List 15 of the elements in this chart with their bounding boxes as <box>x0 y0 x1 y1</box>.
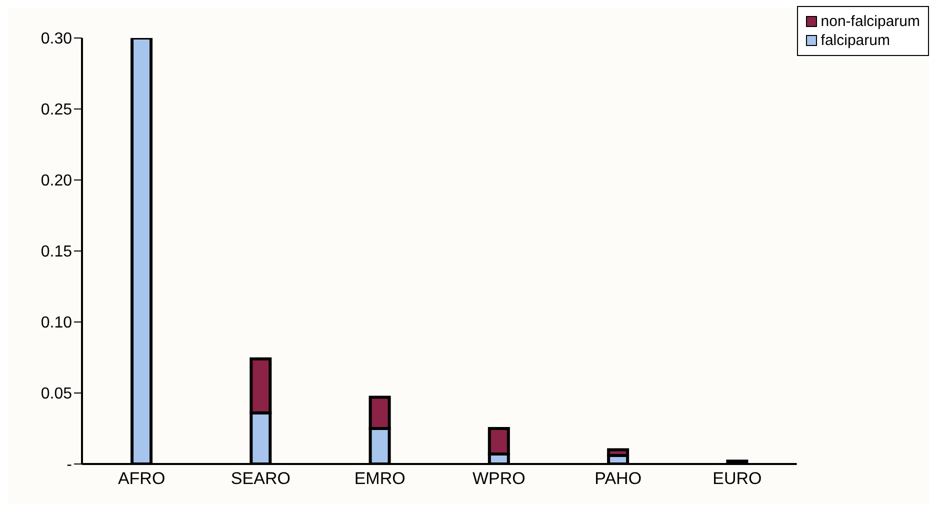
y-tick-label: 0.15 <box>40 244 72 261</box>
x-tick-label: SEARO <box>230 469 290 488</box>
legend-label: falciparum <box>820 32 890 49</box>
y-tick-label: - <box>66 456 72 474</box>
y-tick-label: 0.20 <box>40 172 72 190</box>
y-tick-label: 0.30 <box>40 30 72 48</box>
x-tick-label: EURO <box>712 469 762 488</box>
x-tick-label: WPRO <box>472 469 526 488</box>
y-tick-label: 0.25 <box>40 102 72 119</box>
legend-label: non-falciparum <box>820 13 920 30</box>
y-tick-label: 0.05 <box>40 386 72 403</box>
x-tick-label: PAHO <box>594 469 642 488</box>
x-tick-label: EMRO <box>354 469 406 488</box>
x-tick-label: AFRO <box>118 469 166 488</box>
y-tick-label: 0.10 <box>40 314 72 332</box>
